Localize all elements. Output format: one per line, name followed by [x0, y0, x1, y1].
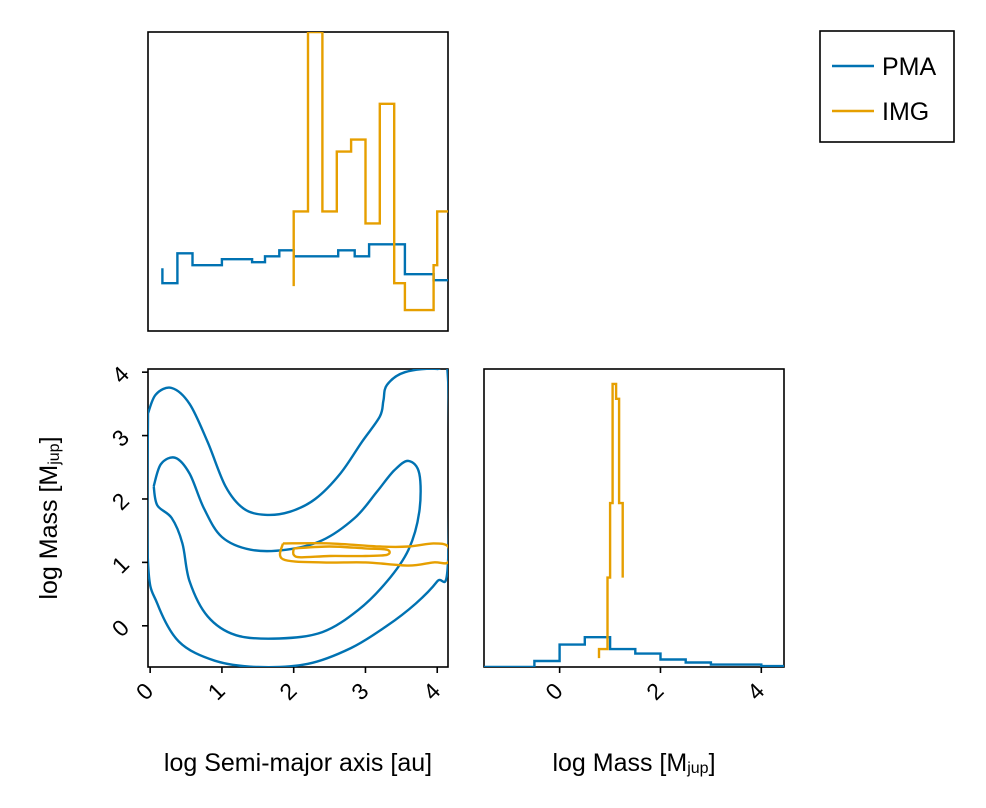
bottom-right-x-tick-label-0: 0	[540, 678, 567, 705]
legend-label-img: IMG	[882, 98, 929, 126]
bottom-right-x-tick-label-2: 4	[742, 677, 770, 705]
bottom-left-y-tick-label-1: 1	[107, 551, 134, 578]
top-left-panel-frame	[147, 31, 449, 332]
bottom-left-y-tick-label-4: 4	[107, 361, 135, 389]
axis-ticks: 0 1 2 3 4 0 1 2 3 4 0 2 4	[107, 361, 770, 705]
bottom-left-contours	[148, 369, 448, 667]
bottom-left-y-axis-label-end: ]	[35, 436, 63, 443]
bottom-left-panel-frame	[147, 368, 449, 668]
bottom-left-x-tick-label-4: 4	[418, 677, 446, 705]
bottom-left-x-axis-label: log Semi-major axis [au]	[164, 749, 432, 777]
bottom-right-histograms	[484, 382, 784, 667]
legend: PMA IMG	[819, 30, 955, 143]
bottom-left-y-tick-label-3: 3	[107, 424, 134, 451]
bottom-left-y-axis-label-sub: jup	[46, 443, 63, 465]
bottom-right-x-tick-label-1: 2	[641, 678, 668, 705]
top-left-hist-img	[292, 32, 448, 312]
bottom-left-y-axis-label: log Mass [Mjup]	[35, 436, 63, 599]
legend-box	[819, 30, 955, 143]
bottom-left-contour-img-inner	[291, 545, 391, 559]
legend-label-pma: PMA	[882, 53, 937, 81]
bottom-right-hist-pma	[484, 636, 784, 667]
bottom-right-panel-frame	[483, 368, 785, 668]
bottom-right-hist-img	[597, 382, 624, 659]
bottom-left-x-tick-label-1: 1	[203, 678, 230, 705]
bottom-left-x-tick-label-2: 2	[274, 678, 301, 705]
bottom-left-contour-pma-outer	[148, 369, 448, 667]
top-left-histograms	[161, 32, 448, 312]
bottom-right-x-axis-label-sub: jup	[686, 760, 708, 777]
bottom-right-x-axis-label: log Mass [Mjup]	[552, 749, 715, 777]
bottom-left-contour-img-outer	[278, 541, 448, 567]
top-left-hist-pma	[161, 243, 448, 285]
bottom-left-y-tick-label-0: 0	[107, 614, 134, 641]
bottom-left-y-axis-label-main: log Mass [M	[35, 465, 63, 600]
bottom-left-y-tick-label-2: 2	[107, 488, 134, 515]
bottom-right-x-axis-label-end: ]	[709, 749, 716, 777]
bottom-left-contour-pma-inner	[152, 456, 422, 640]
bottom-left-x-tick-label-3: 3	[346, 678, 373, 705]
bottom-left-x-tick-label-0: 0	[131, 678, 158, 705]
bottom-right-x-axis-label-main: log Mass [M	[552, 749, 687, 777]
